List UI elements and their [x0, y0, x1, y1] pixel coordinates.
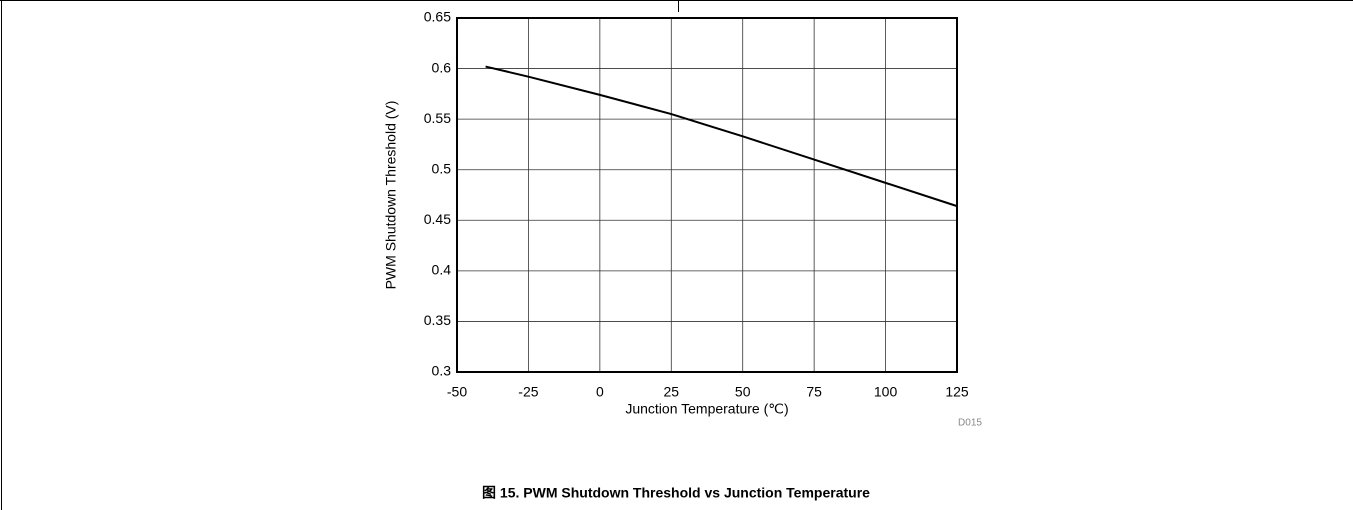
x-tick-label: 125	[945, 384, 969, 400]
y-tick-label: 0.45	[424, 211, 451, 227]
figure-id: D015	[958, 418, 982, 429]
x-tick-label: 0	[596, 384, 604, 400]
x-tick-label: -50	[447, 384, 467, 400]
x-tick-label: -25	[518, 384, 538, 400]
y-tick-label: 0.3	[432, 363, 452, 379]
y-tick-label: 0.55	[424, 110, 451, 126]
caption: 图 15. PWM Shutdown Threshold vs Junction…	[482, 485, 870, 501]
y-tick-label: 0.65	[424, 9, 451, 25]
x-tick-label: 100	[874, 384, 898, 400]
y-tick-label: 0.35	[424, 312, 451, 328]
y-tick-label: 0.6	[432, 59, 452, 75]
x-axis-label: Junction Temperature (℃)	[625, 401, 788, 417]
plot-frame	[456, 17, 958, 373]
y-tick-label: 0.4	[432, 262, 452, 278]
x-tick-label: 25	[663, 384, 679, 400]
y-tick-label: 0.5	[432, 160, 452, 176]
x-tick-label: 50	[735, 384, 751, 400]
y-axis-label: PWM Shutdown Threshold (V)	[383, 101, 399, 290]
x-tick-label: 75	[806, 384, 822, 400]
data-line	[485, 65, 958, 208]
